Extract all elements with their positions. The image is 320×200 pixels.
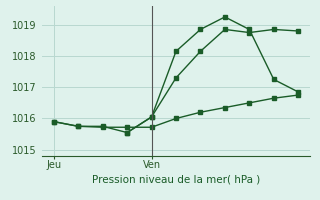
X-axis label: Pression niveau de la mer( hPa ): Pression niveau de la mer( hPa )	[92, 174, 260, 184]
